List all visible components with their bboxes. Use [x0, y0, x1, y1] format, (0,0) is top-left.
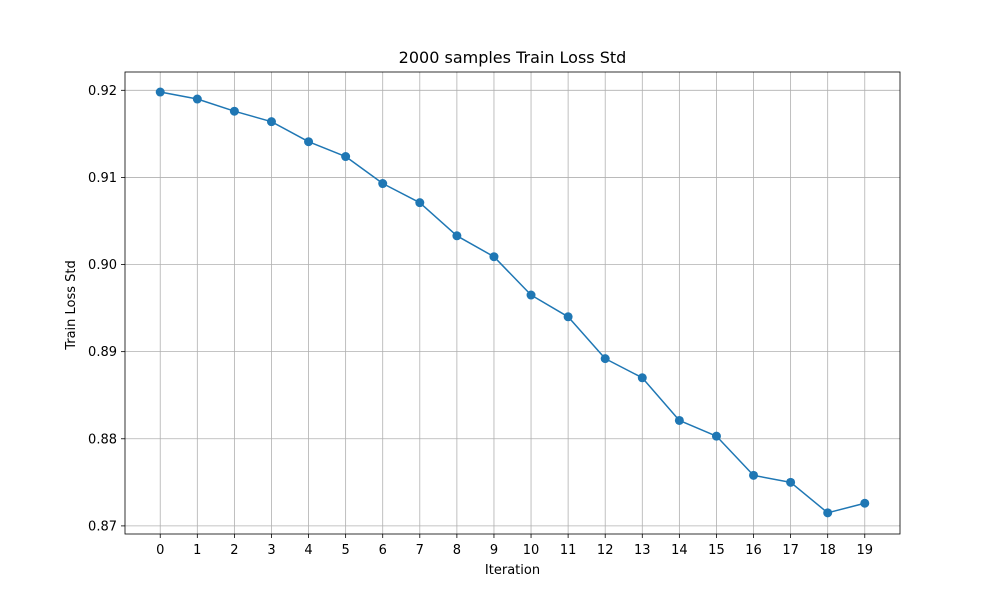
data-point: [674, 415, 684, 425]
x-tick-label: 12: [597, 543, 614, 558]
data-point: [489, 252, 499, 262]
series-line-0: [160, 91, 865, 514]
series-line: [160, 91, 865, 514]
x-tick-label: 2: [230, 543, 238, 558]
x-tick-label: 5: [341, 543, 349, 558]
data-point: [860, 498, 870, 508]
y-tick-label: 0.88: [88, 432, 117, 447]
data-point: [452, 231, 462, 241]
y-tick-label: 0.89: [88, 345, 117, 360]
series-markers: [155, 87, 870, 518]
x-tick-label: 1: [193, 543, 201, 558]
data-point: [823, 508, 833, 518]
data-point: [637, 373, 647, 383]
x-tick-label: 18: [819, 543, 836, 558]
x-tick-label: 11: [560, 543, 577, 558]
x-axis-title: Iteration: [485, 563, 540, 578]
y-tick-label: 0.91: [88, 171, 117, 186]
x-tick-label: 6: [379, 543, 387, 558]
axes-frame: [124, 71, 901, 535]
data-point: [155, 87, 165, 97]
x-tick-label: 7: [416, 543, 424, 558]
data-point: [229, 106, 239, 116]
data-point: [600, 354, 610, 364]
data-point: [192, 94, 202, 104]
y-tick-label: 0.90: [88, 258, 117, 273]
x-tick-label: 14: [671, 543, 688, 558]
data-point: [266, 117, 276, 127]
grid: [125, 72, 900, 534]
data-point: [563, 312, 573, 322]
x-tick-label: 19: [856, 543, 873, 558]
data-point: [711, 431, 721, 441]
x-tick-label: 4: [304, 543, 312, 558]
y-tick-label: 0.92: [88, 84, 117, 99]
x-tick-label: 15: [708, 543, 725, 558]
chart-title: 2000 samples Train Loss Std: [399, 48, 627, 67]
data-point: [526, 290, 536, 300]
data-point: [749, 470, 759, 480]
data-point: [304, 137, 314, 147]
plot-frame: [124, 71, 901, 535]
x-tick-label: 3: [267, 543, 275, 558]
data-point: [378, 179, 388, 189]
y-tick-label: 0.87: [88, 519, 117, 534]
x-tick-label: 0: [156, 543, 164, 558]
y-axis: 0.87 0.88 0.89 0.90 0.91 0.92: [88, 84, 125, 534]
x-tick-label: 17: [782, 543, 799, 558]
data-point: [786, 477, 796, 487]
x-axis: 0 1 2 3 4 5 6 7 8 9 10 11 12 13 14 15 16 17 18 19: [156, 534, 873, 558]
data-point: [341, 152, 351, 162]
data-point: [415, 198, 425, 208]
x-tick-label: 10: [523, 543, 540, 558]
x-tick-label: 8: [453, 543, 461, 558]
x-tick-label: 9: [490, 543, 498, 558]
y-axis-title: Train Loss Std: [64, 260, 79, 351]
x-tick-label: 16: [745, 543, 762, 558]
x-tick-label: 13: [634, 543, 651, 558]
